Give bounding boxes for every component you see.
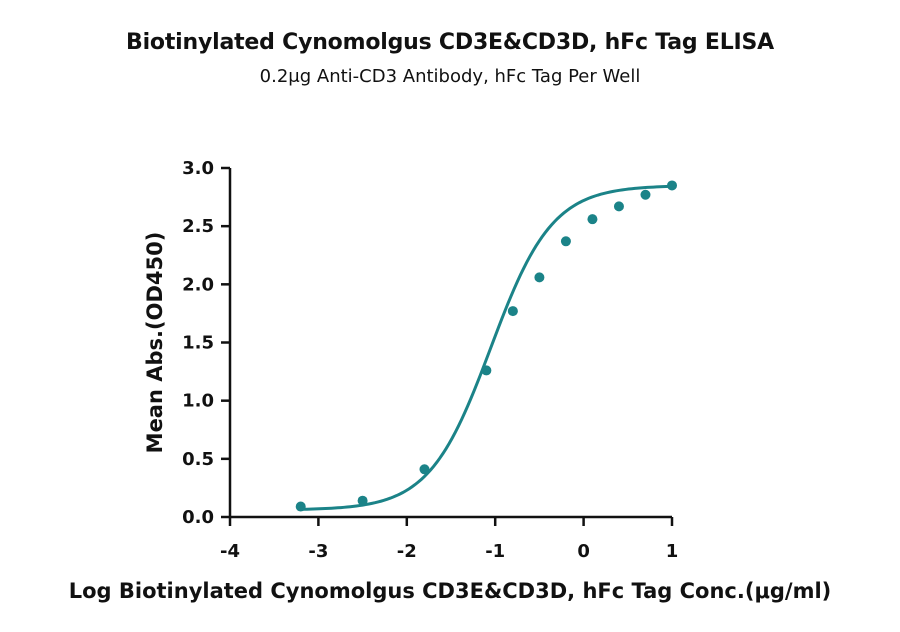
y-tick-label: 1.5 xyxy=(182,333,214,354)
data-point xyxy=(357,495,368,506)
y-axis-title: Mean Abs.(OD450) xyxy=(143,232,167,454)
data-point xyxy=(419,464,430,475)
data-point xyxy=(667,180,677,191)
x-axis-title: Log Biotinylated Cynomolgus CD3E&CD3D, h… xyxy=(69,579,832,603)
y-tick-label: 3.0 xyxy=(182,158,214,179)
data-point xyxy=(613,201,624,212)
x-tick-label: 1 xyxy=(666,541,679,562)
x-tick-label: -4 xyxy=(220,541,240,562)
y-tick-label: 2.5 xyxy=(182,216,214,237)
data-points xyxy=(295,180,677,512)
data-point xyxy=(507,306,518,317)
data-point xyxy=(640,189,651,200)
chart-subtitle: 0.2μg Anti-CD3 Antibody, hFc Tag Per Wel… xyxy=(259,66,641,87)
y-tick-label: 1.0 xyxy=(182,391,214,412)
y-tick-label: 0.5 xyxy=(182,449,214,470)
x-tick-label: -2 xyxy=(397,541,417,562)
y-tick-label: 0.0 xyxy=(182,507,214,528)
data-point xyxy=(295,501,306,512)
data-point xyxy=(534,272,545,283)
y-tick-label: 2.0 xyxy=(182,274,214,295)
chart-ticks: -4 -3 -2 -1 0 1 0.0 0.5 1.0 1.5 2.0 2.5 3.0 xyxy=(182,158,678,562)
fit-curve xyxy=(300,184,673,511)
data-point xyxy=(587,214,598,225)
chart-title: Biotinylated Cynomolgus CD3E&CD3D, hFc T… xyxy=(126,30,774,55)
chart-axes xyxy=(228,168,672,519)
x-tick-label: 0 xyxy=(577,541,590,562)
data-point xyxy=(560,236,571,247)
x-tick-label: -1 xyxy=(485,541,505,562)
x-tick-label: -3 xyxy=(308,541,328,562)
data-point xyxy=(481,365,492,376)
